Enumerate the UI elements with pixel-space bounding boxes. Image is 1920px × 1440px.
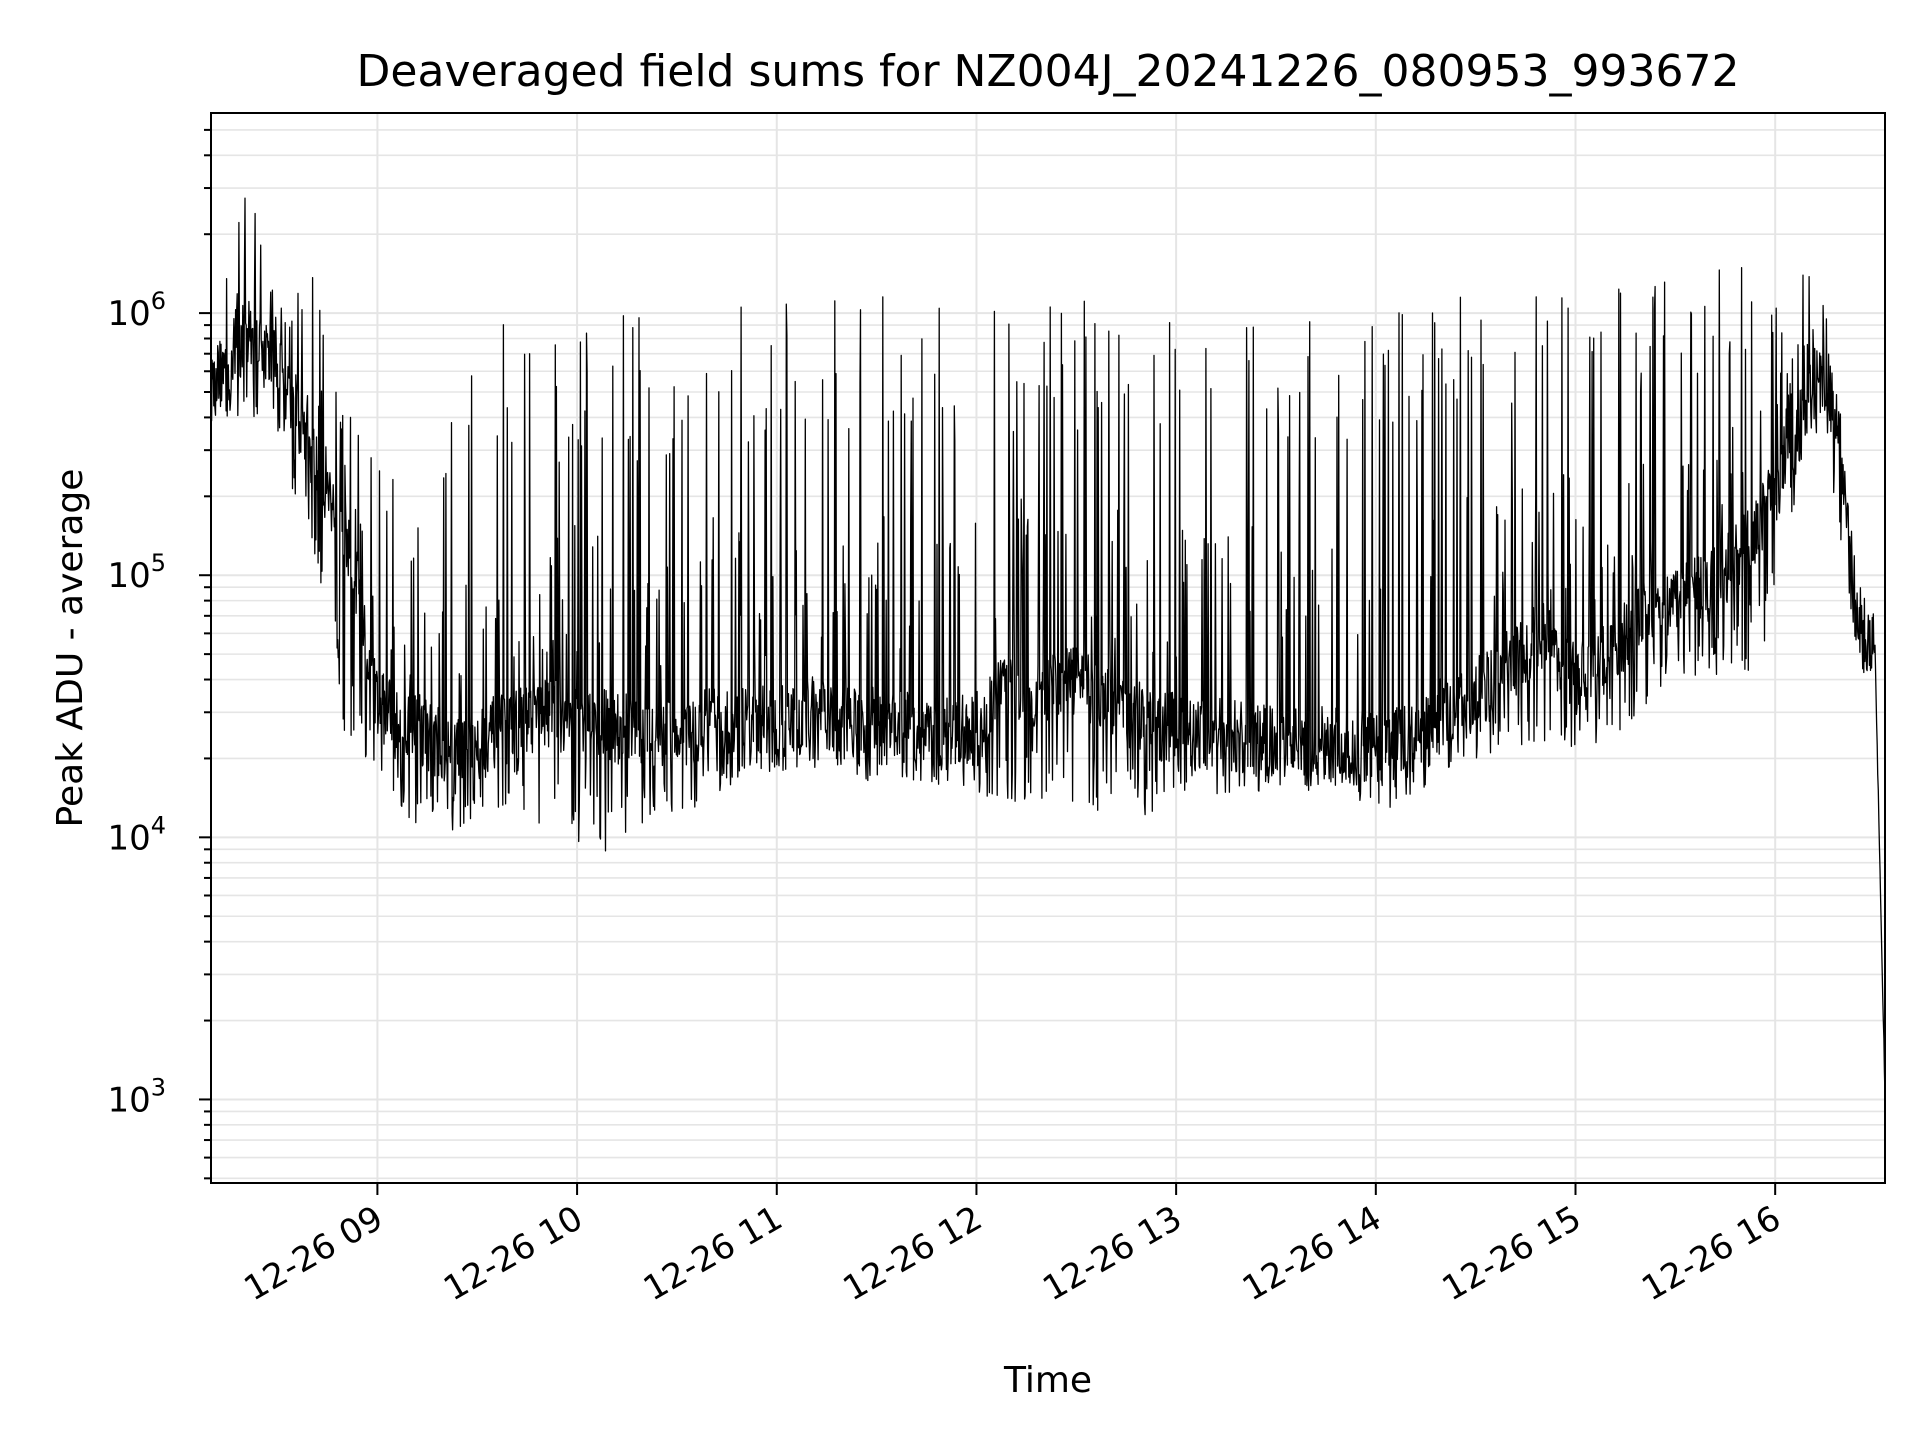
x-tick-label: 12-26 14	[1236, 1198, 1388, 1309]
x-axis: 12-26 09 12-26 10 12-26 11 12-26 12 12-26 13…	[238, 1183, 1788, 1309]
chart-title: Deaveraged field sums for NZ004J_2024122…	[357, 46, 1740, 97]
y-tick-label: 103	[107, 1073, 166, 1120]
x-tick-label: 12-26 15	[1436, 1198, 1588, 1309]
x-tick-label: 12-26 09	[238, 1198, 390, 1309]
x-tick-label: 12-26 11	[637, 1198, 789, 1309]
y-axis-label: Peak ADU - average	[50, 469, 91, 828]
x-axis-label: Time	[1003, 1360, 1092, 1401]
plot-frame	[210, 112, 1886, 1184]
plot-data	[210, 197, 1886, 1097]
y-tick-label: 105	[107, 549, 166, 596]
y-tick-label: 104	[107, 811, 166, 858]
x-tick-label: 12-26 12	[837, 1198, 989, 1309]
x-tick-label: 12-26 10	[437, 1198, 589, 1309]
grid	[211, 113, 1885, 1183]
y-axis: 103 104 105 106	[107, 128, 211, 1180]
x-tick-label: 12-26 16	[1635, 1198, 1787, 1309]
x-tick-label: 12-26 13	[1036, 1198, 1188, 1309]
y-tick-label: 106	[107, 287, 166, 334]
series-line	[210, 197, 1886, 1097]
